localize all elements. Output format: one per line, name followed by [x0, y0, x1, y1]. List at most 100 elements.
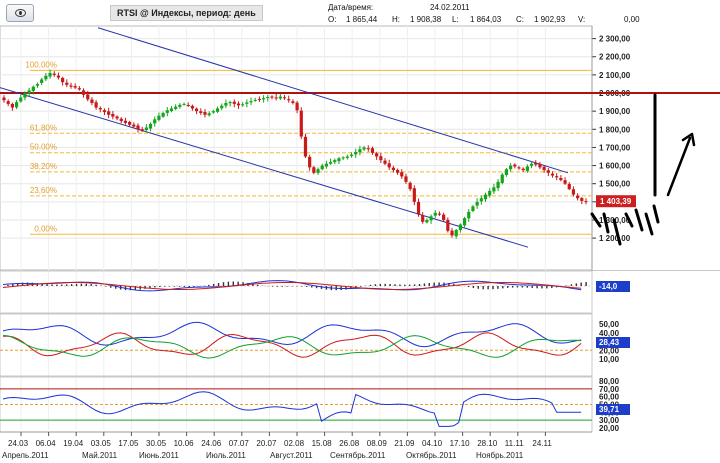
- candle-body: [295, 102, 299, 111]
- candle-body: [454, 229, 458, 237]
- month-label: Ноябрь.2011: [476, 451, 524, 460]
- price-tick-label: 1 800,00: [599, 125, 631, 134]
- candle-body: [249, 101, 253, 103]
- candle-body: [61, 77, 65, 83]
- candle-body: [186, 104, 190, 106]
- candle-body: [308, 156, 312, 168]
- price-tick-label: 1 700,00: [599, 143, 631, 152]
- price-tick-label: 2 300,00: [599, 35, 631, 44]
- candle-body: [270, 96, 274, 98]
- candle-body: [416, 201, 421, 215]
- candle-body: [387, 163, 391, 168]
- candle-body: [266, 97, 270, 99]
- rsi-value-badge: [596, 404, 630, 415]
- candle-body: [40, 79, 44, 83]
- month-label: Август.2011: [270, 451, 313, 460]
- candle-body: [31, 86, 35, 92]
- datetime-label: Дата/время:: [328, 3, 374, 12]
- high-label: H:: [392, 15, 400, 24]
- candle-body: [324, 163, 329, 167]
- dmi-plus-line: [2, 334, 582, 359]
- macd-last-value: -14,0: [599, 282, 618, 291]
- channel-lower-line: [0, 87, 529, 248]
- candle-body: [458, 224, 462, 231]
- candle-body: [199, 111, 203, 113]
- date-tick-label: 28.10: [477, 439, 498, 448]
- open-label: O:: [328, 15, 337, 24]
- close-value: 1 902,93: [534, 15, 566, 24]
- candle-body: [165, 110, 169, 113]
- candle-body: [178, 104, 182, 107]
- price-tick-label: 1 900,00: [599, 107, 631, 116]
- candle-body: [421, 215, 425, 222]
- candle-body: [169, 108, 174, 112]
- candle-body: [241, 104, 245, 106]
- candle-body: [496, 181, 500, 189]
- fib-level-label: 0,00%: [34, 224, 57, 233]
- month-label: Июль.2011: [206, 451, 246, 460]
- candle-body: [132, 124, 136, 127]
- candle-body: [182, 103, 186, 105]
- candle-body: [450, 230, 454, 236]
- channel-upper-line: [97, 27, 569, 174]
- fib-level-label: 38,20%: [30, 162, 57, 171]
- candle-body: [245, 102, 249, 104]
- candle-body: [282, 97, 287, 99]
- candle-body: [27, 90, 31, 94]
- low-value: 1 864,03: [470, 15, 502, 24]
- dmi-value-badge: [596, 337, 630, 348]
- candle-body: [65, 82, 69, 85]
- month-label: Апрель.2011: [2, 451, 49, 460]
- candle-body: [333, 160, 337, 163]
- candle-body: [546, 170, 550, 173]
- candle-body: [475, 201, 479, 206]
- candle-body: [102, 110, 107, 113]
- date-tick-label: 02.08: [284, 439, 305, 448]
- last-price-value: 1 403,39: [600, 197, 632, 206]
- macd-value-badge: [596, 281, 630, 292]
- candle-body: [358, 149, 362, 153]
- candle-body: [525, 166, 529, 171]
- candle-body: [370, 148, 375, 153]
- dmi-tick-label: 50,00: [599, 320, 620, 329]
- candle-body: [400, 172, 404, 177]
- eye-icon[interactable]: [6, 4, 34, 22]
- price-tick-label: 1 500,00: [599, 180, 631, 189]
- rsi-tick-label: 80,00: [599, 377, 620, 386]
- dmi-panel-frame: [0, 313, 593, 377]
- candle-body: [542, 166, 546, 171]
- date-tick-label: 24.11: [532, 439, 552, 448]
- candle-body: [90, 99, 94, 103]
- candle-body: [128, 121, 132, 125]
- forecast-arrow-head: [681, 132, 696, 147]
- candle-body: [429, 216, 433, 221]
- volume-value: 0,00: [624, 15, 640, 24]
- fib-level-label: 23,60%: [30, 186, 57, 195]
- candle-body: [538, 164, 542, 168]
- candle-body: [52, 73, 56, 75]
- candle-body: [2, 97, 6, 101]
- macd-panel-frame: [0, 270, 593, 314]
- date-tick-label: 06.04: [36, 439, 57, 448]
- candle-body: [291, 101, 295, 103]
- dmi-tick-label: 20,00: [599, 346, 620, 355]
- candle-body: [567, 183, 571, 190]
- candle-body: [274, 97, 278, 99]
- candle-body: [257, 98, 262, 100]
- macd-signal-line: [2, 282, 582, 290]
- candle-body: [513, 164, 517, 167]
- candle-body: [492, 187, 496, 192]
- dmi-tick-label: 40,00: [599, 329, 620, 338]
- close-label: C:: [516, 15, 524, 24]
- candle-body: [571, 189, 576, 195]
- dmi-minus-line: [2, 332, 582, 358]
- price-tick-label: 2 100,00: [599, 71, 631, 80]
- candle-body: [144, 127, 148, 131]
- candle-body: [157, 115, 161, 120]
- rsi-last-value: 39,71: [599, 405, 620, 414]
- candle-body: [111, 113, 115, 117]
- candle-body: [136, 125, 140, 130]
- last-price-badge: [596, 195, 636, 208]
- candle-body: [408, 182, 412, 190]
- candle-body: [190, 105, 195, 109]
